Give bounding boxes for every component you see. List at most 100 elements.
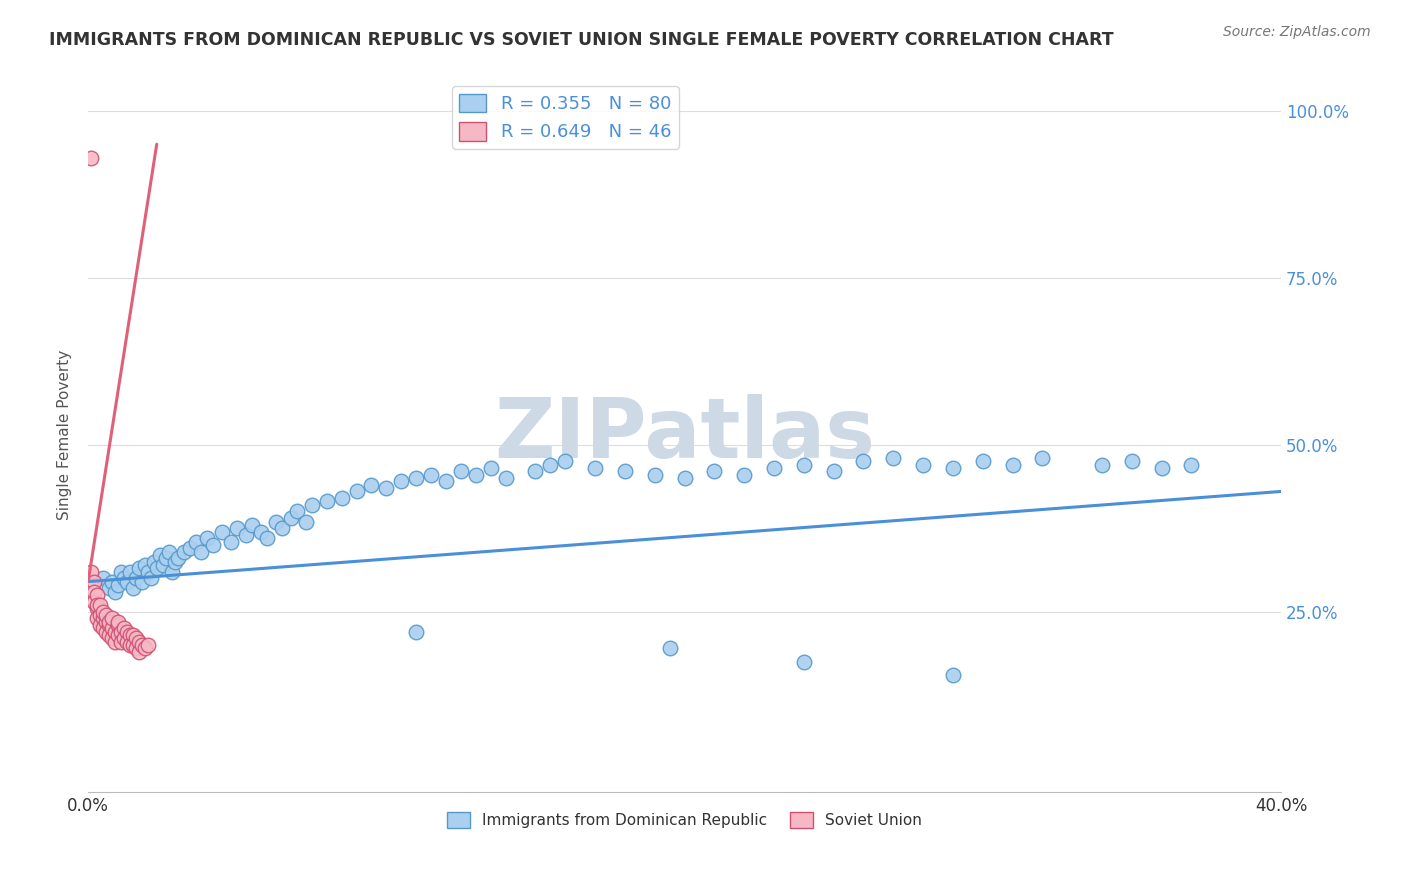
Point	[98, 618, 121, 632]
Point	[315, 494, 337, 508]
Point	[112, 621, 135, 635]
Point	[256, 531, 278, 545]
Point	[235, 528, 257, 542]
Point	[125, 641, 148, 656]
Point	[118, 565, 141, 579]
Point	[226, 521, 249, 535]
Point	[128, 561, 150, 575]
Point	[295, 515, 318, 529]
Point	[118, 628, 141, 642]
Point	[479, 461, 502, 475]
Text: IMMIGRANTS FROM DOMINICAN REPUBLIC VS SOVIET UNION SINGLE FEMALE POVERTY CORRELA: IMMIGRANTS FROM DOMINICAN REPUBLIC VS SO…	[49, 31, 1114, 49]
Point	[173, 544, 195, 558]
Point	[83, 574, 105, 589]
Point	[122, 638, 145, 652]
Point	[110, 565, 132, 579]
Point	[1001, 458, 1024, 472]
Point	[149, 548, 172, 562]
Point	[1180, 458, 1202, 472]
Point	[101, 574, 124, 589]
Point	[115, 574, 138, 589]
Point	[157, 544, 180, 558]
Point	[83, 594, 105, 608]
Point	[107, 578, 129, 592]
Point	[98, 628, 121, 642]
Point	[142, 555, 165, 569]
Point	[972, 454, 994, 468]
Point	[434, 475, 457, 489]
Point	[112, 571, 135, 585]
Point	[139, 571, 162, 585]
Point	[330, 491, 353, 505]
Point	[673, 471, 696, 485]
Point	[613, 465, 636, 479]
Point	[125, 632, 148, 646]
Point	[112, 632, 135, 646]
Text: Source: ZipAtlas.com: Source: ZipAtlas.com	[1223, 25, 1371, 39]
Point	[136, 638, 159, 652]
Point	[86, 611, 108, 625]
Point	[271, 521, 294, 535]
Point	[179, 541, 201, 556]
Point	[89, 607, 111, 622]
Point	[1031, 451, 1053, 466]
Point	[131, 574, 153, 589]
Point	[658, 641, 681, 656]
Point	[89, 618, 111, 632]
Point	[101, 632, 124, 646]
Point	[644, 467, 666, 482]
Point	[250, 524, 273, 539]
Point	[882, 451, 904, 466]
Point	[125, 571, 148, 585]
Point	[91, 621, 114, 635]
Point	[91, 605, 114, 619]
Point	[405, 624, 427, 639]
Point	[163, 555, 186, 569]
Point	[190, 544, 212, 558]
Point	[360, 477, 382, 491]
Point	[221, 534, 243, 549]
Point	[184, 534, 207, 549]
Point	[912, 458, 935, 472]
Point	[136, 565, 159, 579]
Point	[1150, 461, 1173, 475]
Point	[110, 634, 132, 648]
Point	[134, 641, 156, 656]
Point	[107, 615, 129, 629]
Point	[94, 615, 117, 629]
Point	[94, 607, 117, 622]
Point	[346, 484, 368, 499]
Point	[145, 561, 167, 575]
Point	[98, 582, 121, 596]
Point	[301, 498, 323, 512]
Point	[104, 584, 127, 599]
Point	[852, 454, 875, 468]
Point	[1329, 698, 1351, 713]
Point	[450, 465, 472, 479]
Point	[80, 151, 103, 165]
Point	[793, 655, 815, 669]
Point	[89, 598, 111, 612]
Point	[115, 634, 138, 648]
Point	[115, 624, 138, 639]
Point	[83, 584, 105, 599]
Point	[160, 565, 183, 579]
Point	[495, 471, 517, 485]
Point	[86, 598, 108, 612]
Point	[128, 645, 150, 659]
Legend: Immigrants from Dominican Republic, Soviet Union: Immigrants from Dominican Republic, Sovi…	[441, 806, 928, 834]
Point	[285, 504, 308, 518]
Point	[94, 624, 117, 639]
Point	[942, 668, 965, 682]
Point	[703, 465, 725, 479]
Point	[122, 582, 145, 596]
Point	[104, 634, 127, 648]
Point	[942, 461, 965, 475]
Point	[128, 634, 150, 648]
Point	[264, 515, 287, 529]
Point	[110, 624, 132, 639]
Point	[122, 628, 145, 642]
Point	[524, 465, 547, 479]
Point	[98, 615, 121, 629]
Point	[107, 618, 129, 632]
